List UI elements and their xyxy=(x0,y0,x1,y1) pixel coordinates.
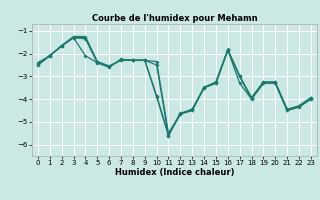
Title: Courbe de l'humidex pour Mehamn: Courbe de l'humidex pour Mehamn xyxy=(92,14,257,23)
X-axis label: Humidex (Indice chaleur): Humidex (Indice chaleur) xyxy=(115,168,234,177)
